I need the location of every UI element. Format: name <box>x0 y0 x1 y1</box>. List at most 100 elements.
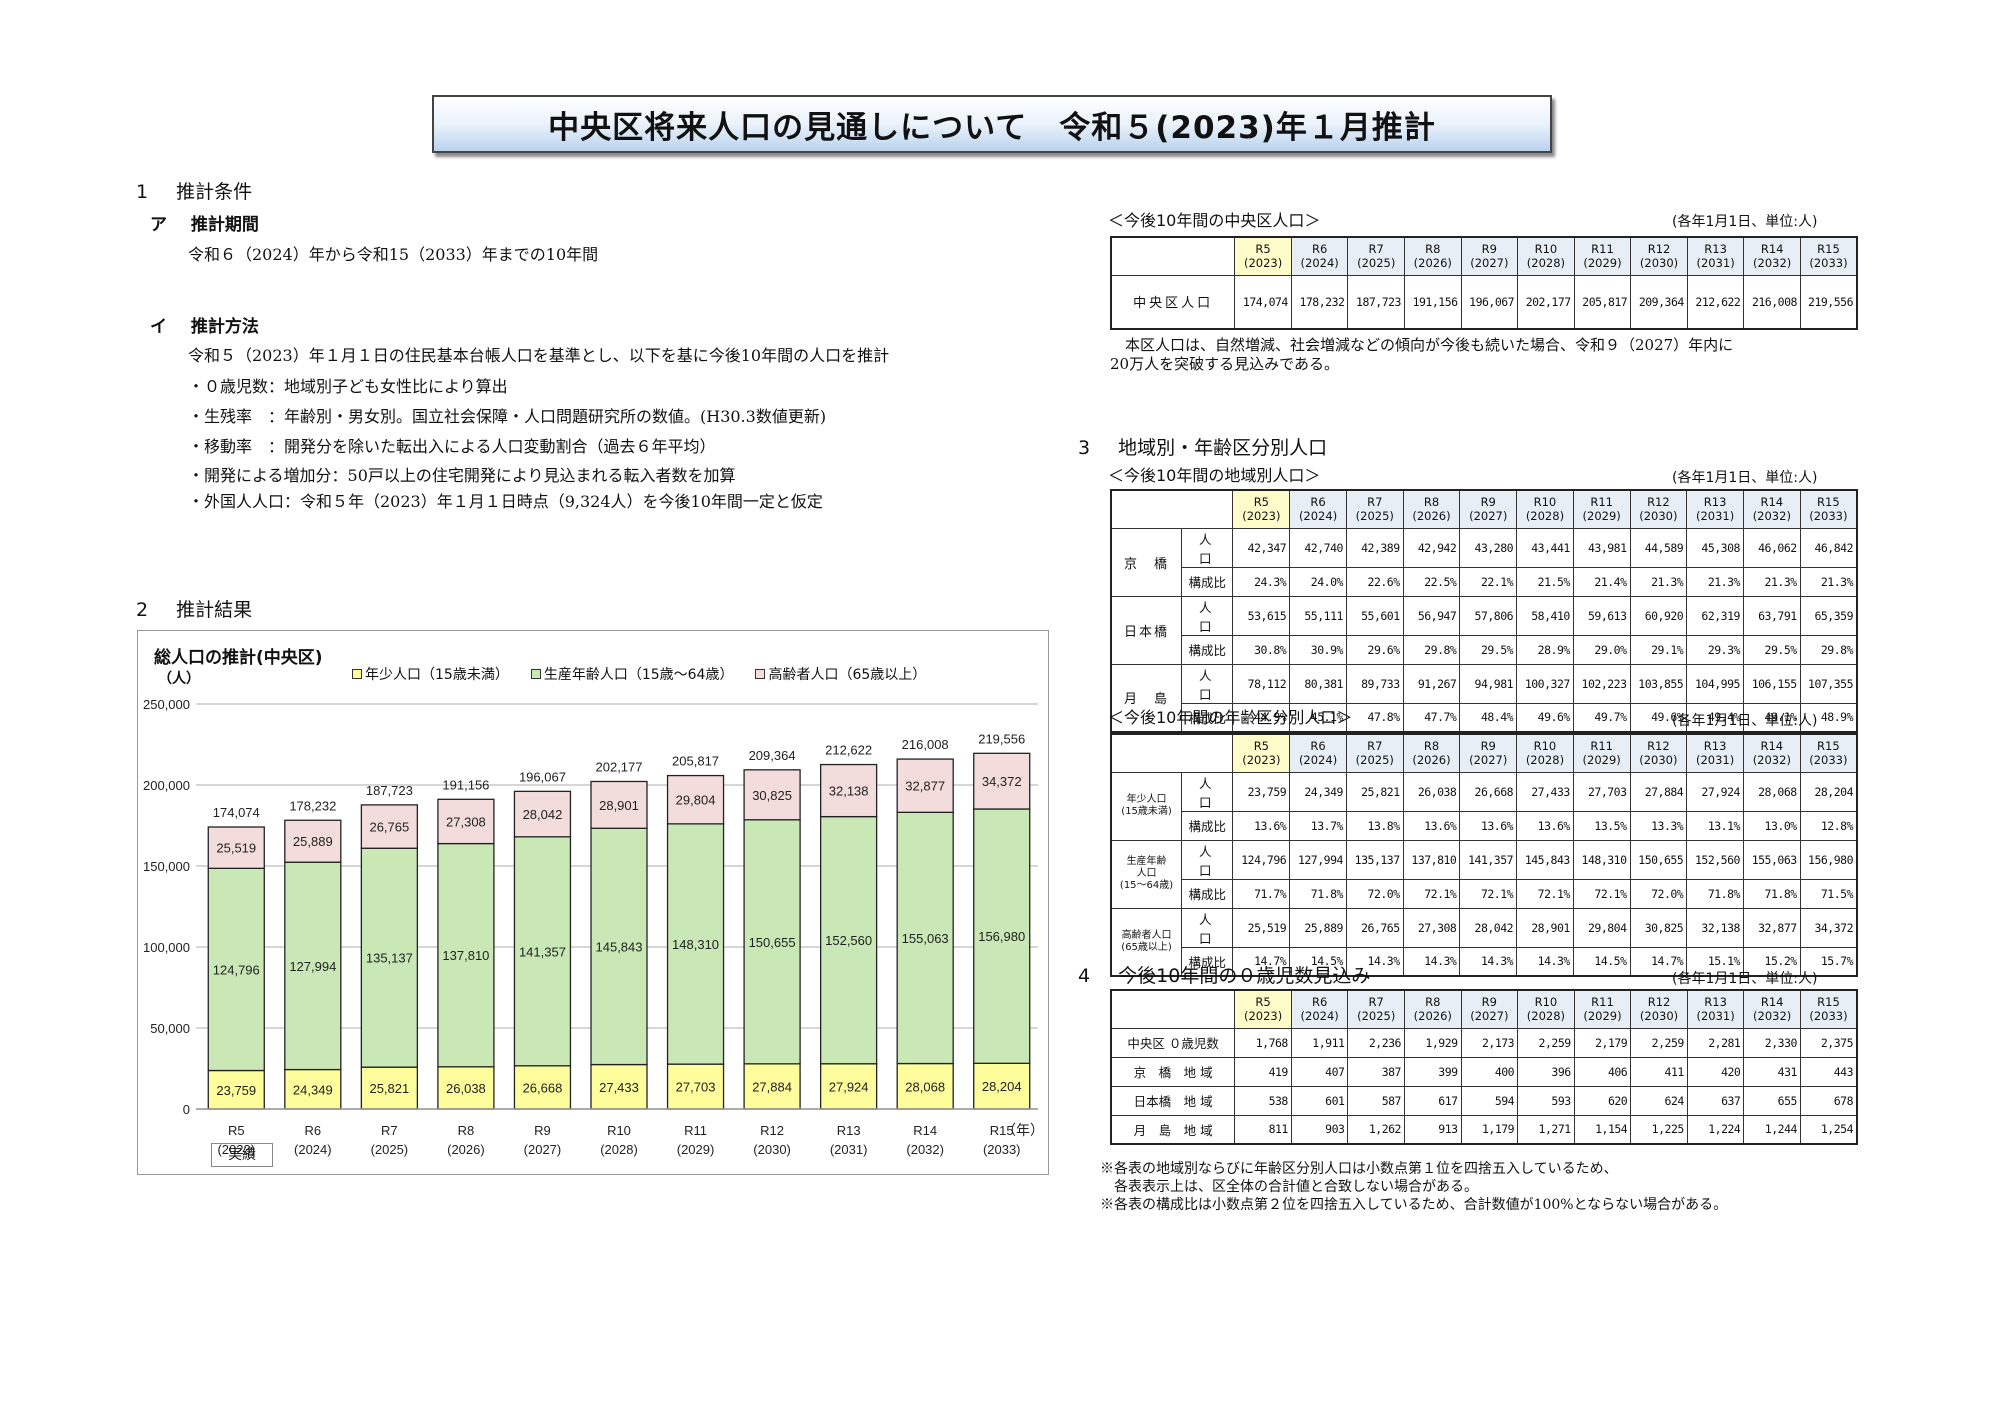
ratio-cell: 13.5% <box>1572 810 1631 841</box>
population-cell: 32,877 <box>1742 907 1801 948</box>
x-tick-label: (2033) <box>983 1142 1021 1157</box>
population-cell: 27,308 <box>1402 907 1461 948</box>
year-header: R11 (2029) <box>1572 733 1631 773</box>
sub-label-population: 人 口 <box>1181 663 1234 704</box>
segment-value-label: 135,137 <box>366 951 413 966</box>
population-cell: 27,884 <box>1629 771 1688 812</box>
year-header: R9 (2027) <box>1459 489 1518 529</box>
population-cell: 209,364 <box>1630 274 1688 330</box>
ratio-cell: 29.5% <box>1742 634 1801 665</box>
year-header: R7 (2025) <box>1347 989 1405 1029</box>
reiwa-year: R12 <box>1647 995 1671 1010</box>
infant-count-cell: 400 <box>1460 1056 1519 1087</box>
legend-label-working: 生産年齢人口（15歳～64歳） <box>543 667 734 683</box>
population-cell: 102,223 <box>1572 663 1631 704</box>
western-year: (2033) <box>1809 509 1848 524</box>
year-header: R6 (2024) <box>1289 489 1347 529</box>
method-intro: 令和５（2023）年１月１日の住民基本台帳人口を基準とし、以下を基に今後10年間… <box>188 346 890 365</box>
western-year: (2030) <box>1639 509 1678 524</box>
reiwa-year: R11 <box>1591 995 1614 1010</box>
subsection-b-title: 推計方法 <box>190 317 259 337</box>
infant-count-cell: 399 <box>1403 1056 1462 1087</box>
infant-count-cell: 2,259 <box>1517 1027 1575 1058</box>
infant-count-cell: 1,254 <box>1799 1114 1858 1145</box>
infant-count-cell: 624 <box>1630 1085 1688 1116</box>
infant-count-cell: 1,768 <box>1234 1027 1292 1058</box>
ratio-cell: 22.5% <box>1402 566 1461 597</box>
year-header: R15 (2033) <box>1799 236 1858 276</box>
population-cell: 135,137 <box>1345 839 1404 880</box>
western-year: (2028) <box>1525 753 1565 768</box>
ratio-cell: 22.6% <box>1345 566 1404 597</box>
region-table-caption: ＜今後10年間の地域別人口＞ <box>1108 466 1321 485</box>
infant-count-cell: 620 <box>1573 1085 1632 1116</box>
segment-value-label: 27,703 <box>676 1080 716 1095</box>
infant-row-label: 中央区 ０歳児数 <box>1110 1027 1236 1058</box>
infant-count-cell: 1,225 <box>1630 1114 1688 1145</box>
infant-count-cell: 1,224 <box>1686 1114 1745 1145</box>
reiwa-year: R6 <box>1311 995 1328 1010</box>
population-cell: 55,601 <box>1345 595 1404 636</box>
reiwa-year: R14 <box>1760 739 1784 754</box>
chart-y-unit: （人） <box>158 671 200 687</box>
year-header: R8 (2026) <box>1402 733 1461 773</box>
population-cell: 127,994 <box>1289 839 1347 880</box>
footnotes: ※各表の地域別ならびに年齢区分別人口は小数点第１位を四捨五入しているため、 各表… <box>1100 1160 1727 1214</box>
western-year: (2030) <box>1639 1009 1679 1024</box>
infant-count-cell: 903 <box>1290 1114 1349 1145</box>
total-value-label: 196,067 <box>519 769 566 784</box>
section-2-title: 推計結果 <box>176 599 253 621</box>
bar-segment <box>590 780 648 829</box>
year-header: R6 (2024) <box>1290 236 1349 276</box>
ratio-cell: 49.7% <box>1572 702 1631 733</box>
infant-count-cell: 594 <box>1460 1085 1519 1116</box>
population-cell: 104,995 <box>1686 663 1744 704</box>
year-header: R11 (2029) <box>1573 236 1632 276</box>
ratio-cell: 21.3% <box>1799 566 1858 597</box>
western-year: (2023) <box>1242 509 1281 524</box>
western-year: (2023) <box>1242 753 1281 768</box>
actual-annotation: 実績 <box>211 1143 273 1167</box>
ratio-cell: 13.3% <box>1629 810 1688 841</box>
infant-table: R5 (2023) R6 (2024) R7 (2025) R8 (2026) R9 (2027)… <box>1110 989 1858 1145</box>
year-header: R9 (2027) <box>1460 236 1519 276</box>
ratio-cell: 72.0% <box>1629 878 1688 909</box>
western-year: (2027) <box>1470 1009 1509 1024</box>
reiwa-year: R6 <box>1310 739 1326 754</box>
population-cell: 155,063 <box>1742 839 1801 880</box>
total-note: 本区人口は、自然増減、社会増減などの傾向が今後も続いた場合、令和９（2027）年… <box>1110 336 1733 374</box>
total-table-unit: (各年1月1日、単位:人) <box>1672 214 1818 230</box>
x-tick-label: R12 <box>760 1123 784 1138</box>
western-year: (2032) <box>1752 753 1791 768</box>
infant-count-cell: 593 <box>1517 1085 1575 1116</box>
infant-row-label: 日本橋 地 域 <box>1110 1085 1236 1116</box>
ratio-cell: 13.6% <box>1402 810 1461 841</box>
method-item: ・生残率 ：年齢別・男女別。国立社会保障・人口問題研究所の数値。(H30.3数値… <box>188 407 827 426</box>
segment-value-label: 28,901 <box>599 798 639 813</box>
infant-count-cell: 396 <box>1517 1056 1575 1087</box>
segment-value-label: 145,843 <box>596 939 643 954</box>
age-table-unit: (各年1月1日、単位:人) <box>1672 713 1818 729</box>
population-cell: 212,622 <box>1686 274 1745 330</box>
header-blank <box>1110 733 1234 773</box>
ratio-cell: 47.7% <box>1402 702 1461 733</box>
bar-segment <box>666 1063 725 1110</box>
subsection-a-title: 推計期間 <box>190 215 259 235</box>
population-cell: 196,067 <box>1460 274 1519 330</box>
x-tick-label: (2032) <box>906 1142 944 1157</box>
method-item: ・移動率 ：開発分を除いた転出入による人口変動割合（過去６年平均） <box>188 437 716 456</box>
year-header: R11 (2029) <box>1572 489 1631 529</box>
ratio-cell: 71.8% <box>1742 878 1801 909</box>
population-cell: 34,372 <box>1799 907 1858 948</box>
infant-count-cell: 637 <box>1686 1085 1745 1116</box>
x-tick-label: R13 <box>837 1123 861 1138</box>
total-population-table: R5 (2023) R6 (2024) R7 (2025) R8 (2026) R9 (2027)… <box>1110 236 1858 330</box>
infant-count-cell: 1,929 <box>1403 1027 1462 1058</box>
western-year: (2029) <box>1583 1009 1622 1024</box>
western-year: (2031) <box>1695 753 1735 768</box>
segment-value-label: 26,668 <box>523 1080 563 1095</box>
segment-value-label: 32,877 <box>905 779 945 794</box>
y-tick-label: 200,000 <box>143 778 190 793</box>
infant-row-label: 京 橋 地 域 <box>1110 1056 1236 1087</box>
population-cell: 28,204 <box>1799 771 1858 812</box>
